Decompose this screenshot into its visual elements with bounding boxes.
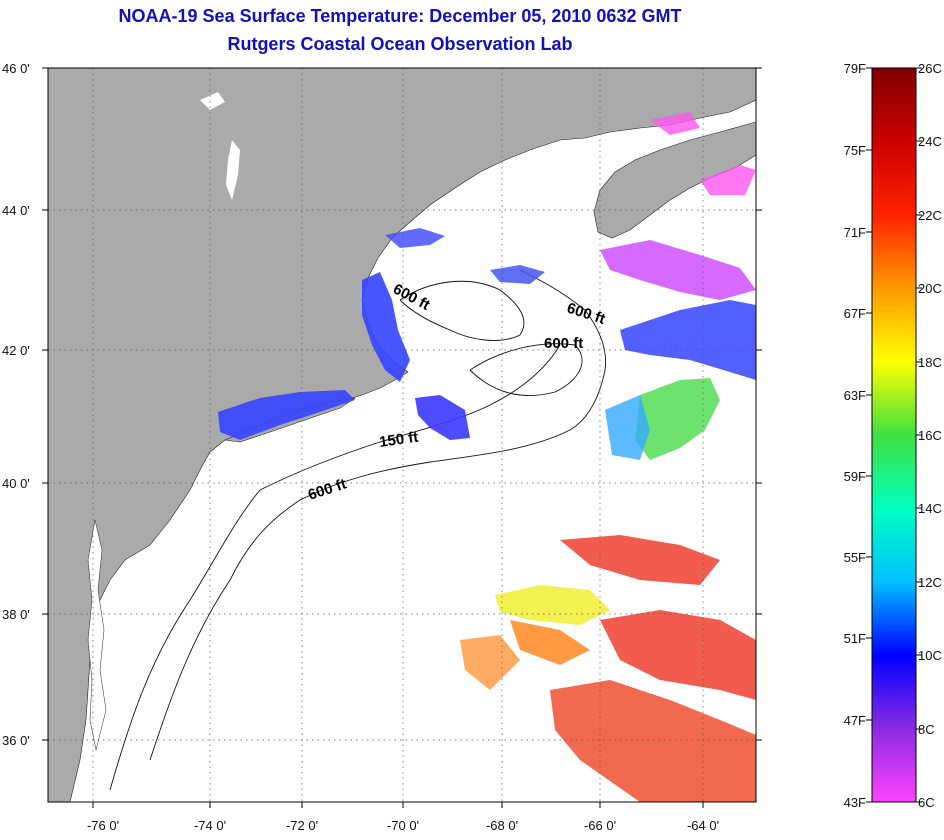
sst-patch-magenta-ns (650, 112, 700, 135)
sst-patch-orange-2 (460, 635, 520, 690)
sst-patch-violet-1 (600, 240, 756, 300)
colorbar-f-47: 47F (844, 713, 866, 728)
sst-patch-red-3 (550, 680, 756, 802)
axis-ticks (42, 67, 762, 808)
sst-patch-red-2 (600, 610, 756, 700)
sst-patch-magenta-ns2 (700, 165, 756, 195)
contour-gulf-maine (399, 280, 525, 341)
sst-patch-cold-5 (490, 265, 545, 284)
lon-label-74: -74 0' (194, 818, 226, 833)
sst-patch-cold-1 (218, 390, 355, 440)
sst-patch-cold-2 (362, 272, 410, 382)
colorbar-ticks (866, 67, 922, 803)
lat-label-42: 42 0' (2, 343, 30, 358)
land-nova-scotia (593, 121, 756, 239)
colorbar-f-59: 59F (844, 469, 866, 484)
colorbar-c-16: 16C (918, 428, 942, 443)
sst-data-layer (218, 112, 756, 802)
colorbar-f-71: 71F (844, 225, 866, 240)
lon-label-76: -76 0' (87, 818, 119, 833)
sst-patch-green-1 (635, 378, 720, 460)
lon-label-70: -70 0' (387, 818, 419, 833)
sst-patch-yellow-1 (495, 585, 610, 625)
colorbar-c-12: 12C (918, 575, 942, 590)
map-subtitle: Rutgers Coastal Ocean Observation Lab (227, 34, 573, 54)
colorbar-f-63: 63F (844, 388, 866, 403)
contour-label-600-georges: 600 ft (544, 335, 583, 352)
contour-600-shelf (149, 269, 607, 761)
inland-lake (200, 92, 225, 110)
colorbar-c-26: 26C (918, 61, 942, 76)
colorbar-c-24: 24C (918, 134, 942, 149)
contour-georges (469, 343, 583, 396)
lon-label-68: -68 0' (486, 818, 518, 833)
lon-label-66: -66 0' (584, 818, 616, 833)
colorbar-f-67: 67F (844, 306, 866, 321)
graticule (48, 68, 756, 802)
colorbar-c-20: 20C (918, 281, 942, 296)
sst-patch-cold-4 (385, 228, 445, 248)
lat-label-40: 40 0' (2, 476, 30, 491)
colorbar-f-51: 51F (844, 631, 866, 646)
map-title: NOAA-19 Sea Surface Temperature: Decembe… (118, 6, 682, 26)
colorbar-c-8: 8C (918, 722, 935, 737)
colorbar (871, 67, 917, 803)
chesapeake-bay (87, 519, 107, 751)
sst-patch-cold-3 (415, 395, 470, 440)
colorbar-f-79: 79F (844, 61, 866, 76)
lake-champlain (226, 140, 240, 200)
contour-150-shelf (109, 344, 561, 791)
bathymetry-contours (109, 269, 607, 791)
lat-label-38: 38 0' (2, 607, 30, 622)
colorbar-c-10: 10C (918, 648, 942, 663)
colorbar-f-75: 75F (844, 143, 866, 158)
sst-patch-cyan-1 (605, 395, 650, 460)
lat-label-36: 36 0' (2, 733, 30, 748)
sst-patch-blue-east (620, 300, 756, 380)
colorbar-c-14: 14C (918, 501, 942, 516)
colorbar-c-6: 6C (918, 795, 935, 810)
lon-label-72: -72 0' (286, 818, 318, 833)
colorbar-c-22: 22C (918, 208, 942, 223)
map-frame (47, 67, 757, 803)
colorbar-f-55: 55F (844, 550, 866, 565)
sst-patch-orange-1 (510, 620, 590, 665)
lat-label-44: 44 0' (2, 203, 30, 218)
colorbar-c-18: 18C (918, 355, 942, 370)
colorbar-f-43: 43F (844, 795, 866, 810)
lon-label-64: -64 0' (687, 818, 719, 833)
lat-label-46: 46 0' (2, 61, 30, 76)
contour-label-150: 150 ft (378, 429, 419, 451)
